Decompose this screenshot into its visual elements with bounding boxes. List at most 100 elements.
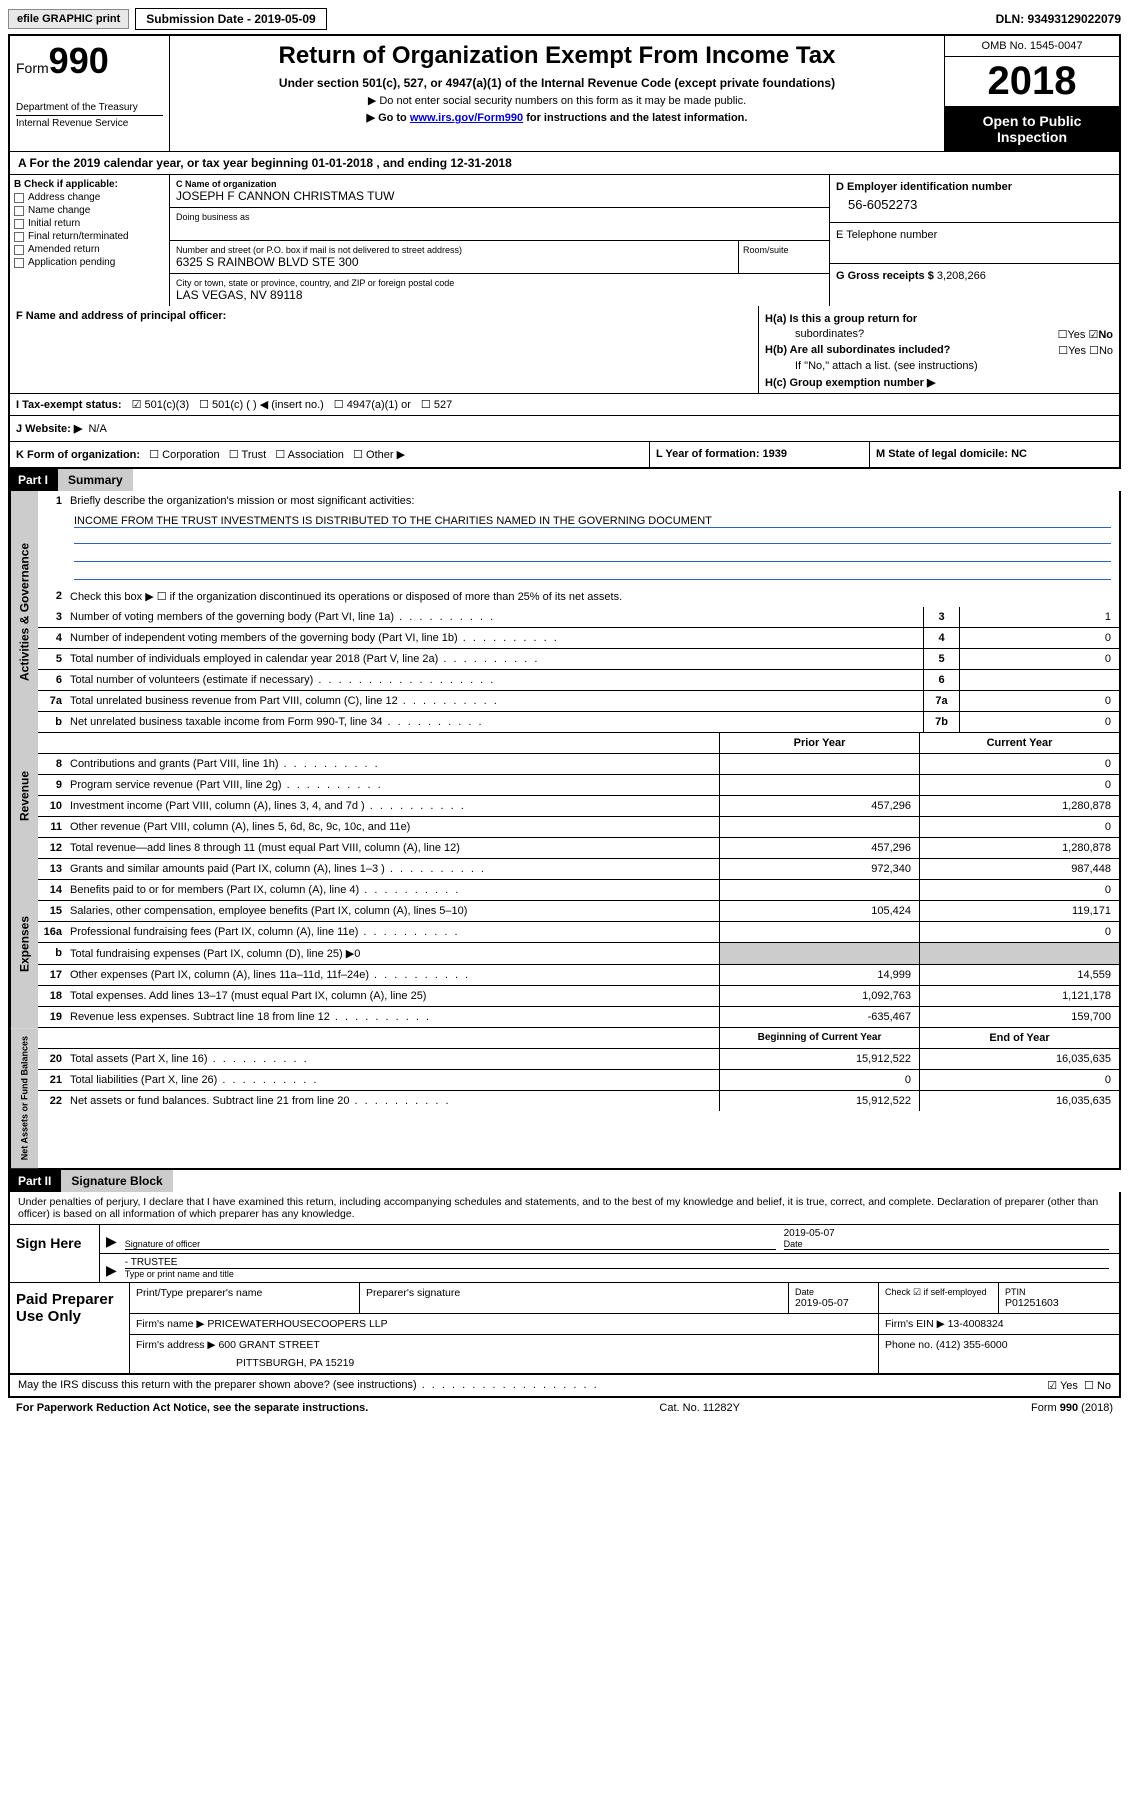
l21-prior: 0 bbox=[719, 1070, 919, 1090]
ha-label: H(a) Is this a group return for bbox=[765, 313, 917, 325]
c-name-label: C Name of organization bbox=[176, 179, 823, 189]
l4-val: 0 bbox=[959, 628, 1119, 648]
prep-name-lbl: Print/Type preparer's name bbox=[130, 1283, 360, 1313]
irs-label: Internal Revenue Service bbox=[16, 115, 163, 129]
ha-sub: subordinates? bbox=[765, 328, 864, 341]
form-number: 990 bbox=[49, 40, 109, 81]
l7b-val: 0 bbox=[959, 712, 1119, 732]
form-prefix: Form bbox=[16, 60, 49, 76]
l18-curr: 1,121,178 bbox=[919, 986, 1119, 1006]
arrow-icon-2: ▶ bbox=[106, 1262, 117, 1279]
chk-address-change[interactable] bbox=[14, 193, 24, 203]
eoy-hdr: End of Year bbox=[919, 1028, 1119, 1048]
date-lbl: Date bbox=[784, 1239, 1109, 1249]
l8-curr: 0 bbox=[919, 754, 1119, 774]
l11-prior bbox=[719, 817, 919, 837]
chk-final-return[interactable] bbox=[14, 232, 24, 242]
mission-blank3 bbox=[74, 564, 1111, 580]
footer-right: Form 990 (2018) bbox=[1031, 1402, 1113, 1414]
prep-sig-lbl: Preparer's signature bbox=[360, 1283, 789, 1313]
sig-officer-lbl: Signature of officer bbox=[125, 1239, 776, 1249]
chk-name-change[interactable] bbox=[14, 206, 24, 216]
phone-val: (412) 355-6000 bbox=[936, 1339, 1008, 1351]
tab-net-assets: Net Assets or Fund Balances bbox=[10, 1028, 38, 1168]
chk-application-pending[interactable] bbox=[14, 258, 24, 268]
omb-number: OMB No. 1545-0047 bbox=[945, 36, 1119, 57]
chk-initial-return[interactable] bbox=[14, 219, 24, 229]
tax-year: 2018 bbox=[945, 57, 1119, 107]
l14-desc: Benefits paid to or for members (Part IX… bbox=[66, 880, 719, 900]
room-suite-label: Room/suite bbox=[739, 241, 829, 273]
l20-desc: Total assets (Part X, line 16) bbox=[66, 1049, 719, 1069]
signer-name: - TRUSTEE bbox=[125, 1257, 1109, 1269]
ptin-lbl: PTIN bbox=[1005, 1287, 1113, 1297]
goto-post: for instructions and the latest informat… bbox=[523, 112, 747, 124]
telephone-label: E Telephone number bbox=[836, 229, 1113, 241]
l21-desc: Total liabilities (Part X, line 26) bbox=[66, 1070, 719, 1090]
firm-name: PRICEWATERHOUSECOOPERS LLP bbox=[207, 1318, 387, 1330]
form-header: Form990 Department of the Treasury Inter… bbox=[8, 34, 1121, 152]
l13-desc: Grants and similar amounts paid (Part IX… bbox=[66, 859, 719, 879]
l13-curr: 987,448 bbox=[919, 859, 1119, 879]
discuss-text: May the IRS discuss this return with the… bbox=[18, 1379, 1047, 1392]
k-corp: Corporation bbox=[162, 449, 219, 461]
l7a-val: 0 bbox=[959, 691, 1119, 711]
l9-prior bbox=[719, 775, 919, 795]
goto-pre: ▶ Go to bbox=[367, 112, 410, 124]
lbl-final-return: Final return/terminated bbox=[28, 231, 129, 242]
mission-blank1 bbox=[74, 528, 1111, 544]
l10-desc: Investment income (Part VIII, column (A)… bbox=[66, 796, 719, 816]
lbl-amended: Amended return bbox=[28, 244, 100, 255]
hb-yes: Yes bbox=[1068, 345, 1086, 357]
hb-label: H(b) Are all subordinates included? bbox=[765, 344, 950, 357]
form-subtitle: Under section 501(c), 527, or 4947(a)(1)… bbox=[176, 76, 938, 90]
part1-title: Summary bbox=[58, 469, 133, 491]
org-name: JOSEPH F CANNON CHRISTMAS TUW bbox=[176, 189, 823, 203]
prior-year-hdr: Prior Year bbox=[719, 733, 919, 753]
part1-header: Part I bbox=[8, 469, 58, 491]
ein-value: 56-6052273 bbox=[836, 193, 1113, 216]
l14-curr: 0 bbox=[919, 880, 1119, 900]
perjury-text: Under penalties of perjury, I declare th… bbox=[10, 1192, 1119, 1225]
begcy-hdr: Beginning of Current Year bbox=[719, 1028, 919, 1048]
l4-desc: Number of independent voting members of … bbox=[66, 628, 923, 648]
l-year-formation: L Year of formation: 1939 bbox=[649, 442, 869, 467]
sig-date: 2019-05-07 bbox=[784, 1228, 1109, 1239]
i-501c3: 501(c)(3) bbox=[144, 399, 189, 411]
l9-curr: 0 bbox=[919, 775, 1119, 795]
chk-amended[interactable] bbox=[14, 245, 24, 255]
l6-desc: Total number of volunteers (estimate if … bbox=[66, 670, 923, 690]
type-name-lbl: Type or print name and title bbox=[125, 1269, 1109, 1279]
l22-prior: 15,912,522 bbox=[719, 1091, 919, 1111]
form990-link[interactable]: www.irs.gov/Form990 bbox=[410, 112, 523, 124]
ha-no: No bbox=[1098, 329, 1113, 341]
l2-desc: Check this box ▶ ☐ if the organization d… bbox=[66, 586, 1119, 607]
l19-curr: 159,700 bbox=[919, 1007, 1119, 1027]
firm-addr: 600 GRANT STREET bbox=[218, 1339, 319, 1351]
footer-left: For Paperwork Reduction Act Notice, see … bbox=[16, 1402, 368, 1414]
l16a-prior bbox=[719, 922, 919, 942]
l16b-curr bbox=[919, 943, 1119, 964]
current-year-hdr: Current Year bbox=[919, 733, 1119, 753]
arrow-icon: ▶ bbox=[106, 1233, 117, 1250]
tab-governance: Activities & Governance bbox=[10, 491, 38, 733]
hb-note: If "No," attach a list. (see instruction… bbox=[765, 360, 1113, 372]
mission-text: INCOME FROM THE TRUST INVESTMENTS IS DIS… bbox=[74, 515, 1111, 528]
l15-desc: Salaries, other compensation, employee b… bbox=[66, 901, 719, 921]
efile-print-button[interactable]: efile GRAPHIC print bbox=[8, 9, 129, 29]
top-bar: efile GRAPHIC print Submission Date - 20… bbox=[8, 8, 1121, 30]
l11-curr: 0 bbox=[919, 817, 1119, 837]
dba-label: Doing business as bbox=[176, 212, 823, 222]
l8-desc: Contributions and grants (Part VIII, lin… bbox=[66, 754, 719, 774]
k-assoc: Association bbox=[288, 449, 344, 461]
website-value: N/A bbox=[88, 423, 106, 435]
phone-lbl: Phone no. bbox=[885, 1339, 933, 1351]
l5-val: 0 bbox=[959, 649, 1119, 669]
i-label: I Tax-exempt status: bbox=[16, 399, 122, 411]
l1-desc: Briefly describe the organization's miss… bbox=[66, 491, 1119, 511]
l3-val: 1 bbox=[959, 607, 1119, 627]
l17-curr: 14,559 bbox=[919, 965, 1119, 985]
j-label: J Website: ▶ bbox=[16, 423, 82, 435]
i-4947: 4947(a)(1) or bbox=[347, 399, 411, 411]
open-to-public: Open to Public Inspection bbox=[945, 107, 1119, 151]
